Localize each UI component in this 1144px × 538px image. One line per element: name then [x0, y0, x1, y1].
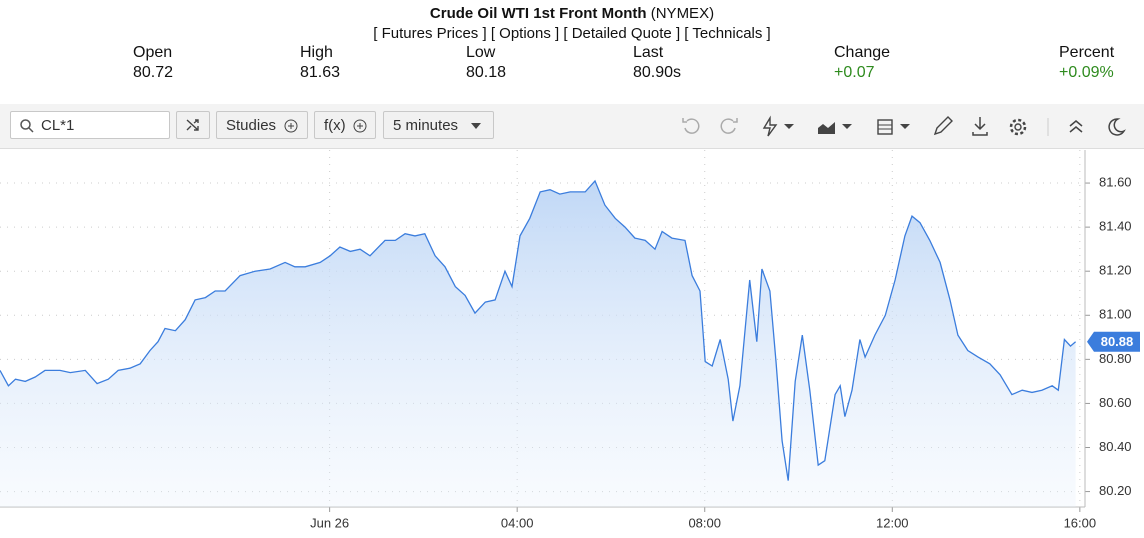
header-links: [ Futures Prices ] [ Options ] [ Detaile…: [0, 25, 1144, 42]
instrument-name: Crude Oil WTI 1st Front Month: [429, 5, 647, 22]
stat-label: Low: [466, 44, 496, 61]
interval: 5 minutes: [393, 117, 459, 134]
tool-icons: [682, 115, 1126, 137]
y-tick-label: 81.40: [1099, 219, 1132, 234]
stat-label: Percent: [1059, 44, 1115, 61]
y-tick-label: 80.20: [1099, 483, 1132, 498]
compare-button[interactable]: [176, 111, 210, 139]
symbol-input[interactable]: CL*1: [10, 111, 170, 139]
download-icon[interactable]: [972, 117, 988, 136]
area: [0, 180, 1076, 507]
y-tick-label: 80.40: [1099, 439, 1132, 454]
pencil-icon[interactable]: [933, 116, 953, 136]
studies-button[interactable]: Studies: [216, 111, 308, 139]
functions-button[interactable]: f(x): [314, 111, 376, 139]
y-tick-label: 80.80: [1099, 351, 1132, 366]
symbol: CL*1: [41, 117, 75, 134]
y-tick-label: 81.60: [1099, 174, 1132, 189]
line: [0, 179, 1077, 481]
interval-select[interactable]: 5 minutes: [383, 111, 494, 139]
link[interactable]: [ Options ]: [490, 25, 560, 42]
settings-icon[interactable]: [1009, 118, 1027, 136]
x-tick-label: 16:00: [1064, 515, 1097, 530]
stat-value: 80.90s: [633, 64, 682, 81]
stat-label: High: [300, 44, 333, 61]
stat-label: Last: [633, 44, 664, 61]
stat-value: 80.18: [466, 64, 507, 81]
functions: f(x): [324, 117, 346, 134]
stat-label: Open: [133, 44, 173, 61]
header-title: Crude Oil WTI 1st Front Month (NYMEX): [0, 5, 1144, 22]
studies: Studies: [226, 117, 277, 134]
shuffle-icon: [186, 119, 199, 131]
link[interactable]: [ Futures Prices ]: [373, 25, 487, 42]
caret: [900, 124, 910, 129]
plus-icon: [353, 119, 367, 133]
stat-value: 81.63: [300, 64, 341, 81]
stat-value: 80.72: [133, 64, 174, 81]
caret: [784, 124, 794, 129]
y-tick-label: 81.20: [1099, 263, 1132, 278]
caret: [842, 124, 852, 129]
x-tick-label: 08:00: [688, 515, 721, 530]
redo-icon[interactable]: [720, 118, 738, 134]
exchange: (NYMEX): [650, 5, 715, 22]
collapse-icon[interactable]: [1069, 120, 1083, 133]
stat-label: Change: [834, 44, 891, 61]
layout-icon[interactable]: [877, 119, 893, 135]
y-tick-label: 81.00: [1099, 307, 1132, 322]
undo-icon[interactable]: [682, 118, 700, 134]
search-icon: [20, 119, 34, 133]
plus-icon: [284, 119, 298, 133]
caret: [471, 123, 481, 129]
last-price-label: 80.88: [1101, 334, 1134, 349]
x-tick-label: Jun 26: [310, 515, 349, 530]
x-tick-label: 04:00: [501, 515, 534, 530]
x-tick-label: 12:00: [876, 515, 909, 530]
theme-icon[interactable]: [1108, 118, 1126, 136]
stat-value: +0.07: [834, 64, 875, 81]
link[interactable]: [ Detailed Quote ]: [563, 25, 681, 42]
draw-icon[interactable]: [762, 115, 778, 137]
link[interactable]: [ Technicals ]: [684, 25, 771, 42]
last-price-tag: [1087, 331, 1140, 352]
stat-value: +0.09%: [1059, 64, 1114, 81]
chart-type-icon[interactable]: [818, 122, 835, 134]
toolbar: CL*1 Studies f(x) 5 minutes: [0, 104, 1144, 149]
y-tick-label: 80.60: [1099, 395, 1132, 410]
